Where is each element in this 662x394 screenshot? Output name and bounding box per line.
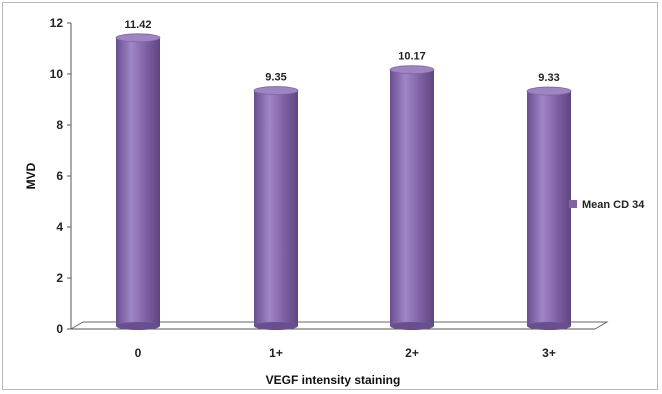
bar-top bbox=[253, 86, 299, 95]
bars: 11.42 9.35 10.17 9.33 bbox=[115, 19, 572, 330]
bar-2+: 10.17 bbox=[389, 51, 435, 330]
chart-floor bbox=[69, 321, 609, 330]
y-axis-title: MVD bbox=[24, 162, 38, 189]
x-tick-label: 2+ bbox=[405, 346, 419, 360]
y-axis: 0 2 4 6 8 10 12 bbox=[50, 16, 72, 336]
bar-body bbox=[116, 37, 160, 326]
bar-top bbox=[526, 86, 572, 96]
bar-body bbox=[527, 91, 571, 327]
y-tick-label: 12 bbox=[50, 16, 64, 30]
data-label: 10.17 bbox=[398, 51, 426, 63]
x-tick-label: 3+ bbox=[542, 346, 556, 360]
bar-body bbox=[390, 69, 434, 326]
x-axis: 0 1+ 2+ 3+ bbox=[135, 346, 556, 360]
bar-body bbox=[254, 90, 298, 326]
bar-3+: 9.33 bbox=[526, 72, 572, 330]
legend-label: Mean CD 34 bbox=[582, 199, 645, 211]
bar-base bbox=[527, 322, 571, 330]
y-tick-label: 0 bbox=[56, 322, 63, 336]
bar-top bbox=[389, 65, 435, 75]
bar-base bbox=[116, 322, 160, 330]
legend-swatch bbox=[569, 200, 577, 208]
chart-frame: 0 2 4 6 8 10 12 11.42 9.35 10.17 9.33 0 1+ 2+ 3+ MVD… bbox=[2, 2, 658, 390]
y-tick-label: 6 bbox=[56, 169, 63, 183]
y-tick-label: 10 bbox=[50, 67, 64, 81]
bar-chart: 0 2 4 6 8 10 12 11.42 9.35 10.17 9.33 0 1+ 2+ 3+ MVD… bbox=[24, 16, 645, 387]
y-tick-label: 4 bbox=[56, 220, 63, 234]
y-tick-label: 2 bbox=[56, 271, 63, 285]
x-axis-title: VEGF intensity staining bbox=[266, 373, 401, 387]
legend: Mean CD 34 bbox=[569, 199, 645, 211]
bar-top bbox=[115, 33, 161, 43]
data-label: 11.42 bbox=[125, 19, 152, 31]
data-label: 9.35 bbox=[265, 72, 286, 84]
x-tick-label: 1+ bbox=[269, 346, 283, 360]
bar-base bbox=[390, 322, 434, 330]
x-tick-label: 0 bbox=[135, 346, 142, 360]
bar-0: 11.42 bbox=[115, 19, 161, 330]
bar-base bbox=[254, 322, 298, 330]
y-tick-label: 8 bbox=[56, 118, 63, 132]
bar-1+: 9.35 bbox=[253, 72, 299, 330]
data-label: 9.33 bbox=[538, 72, 559, 84]
